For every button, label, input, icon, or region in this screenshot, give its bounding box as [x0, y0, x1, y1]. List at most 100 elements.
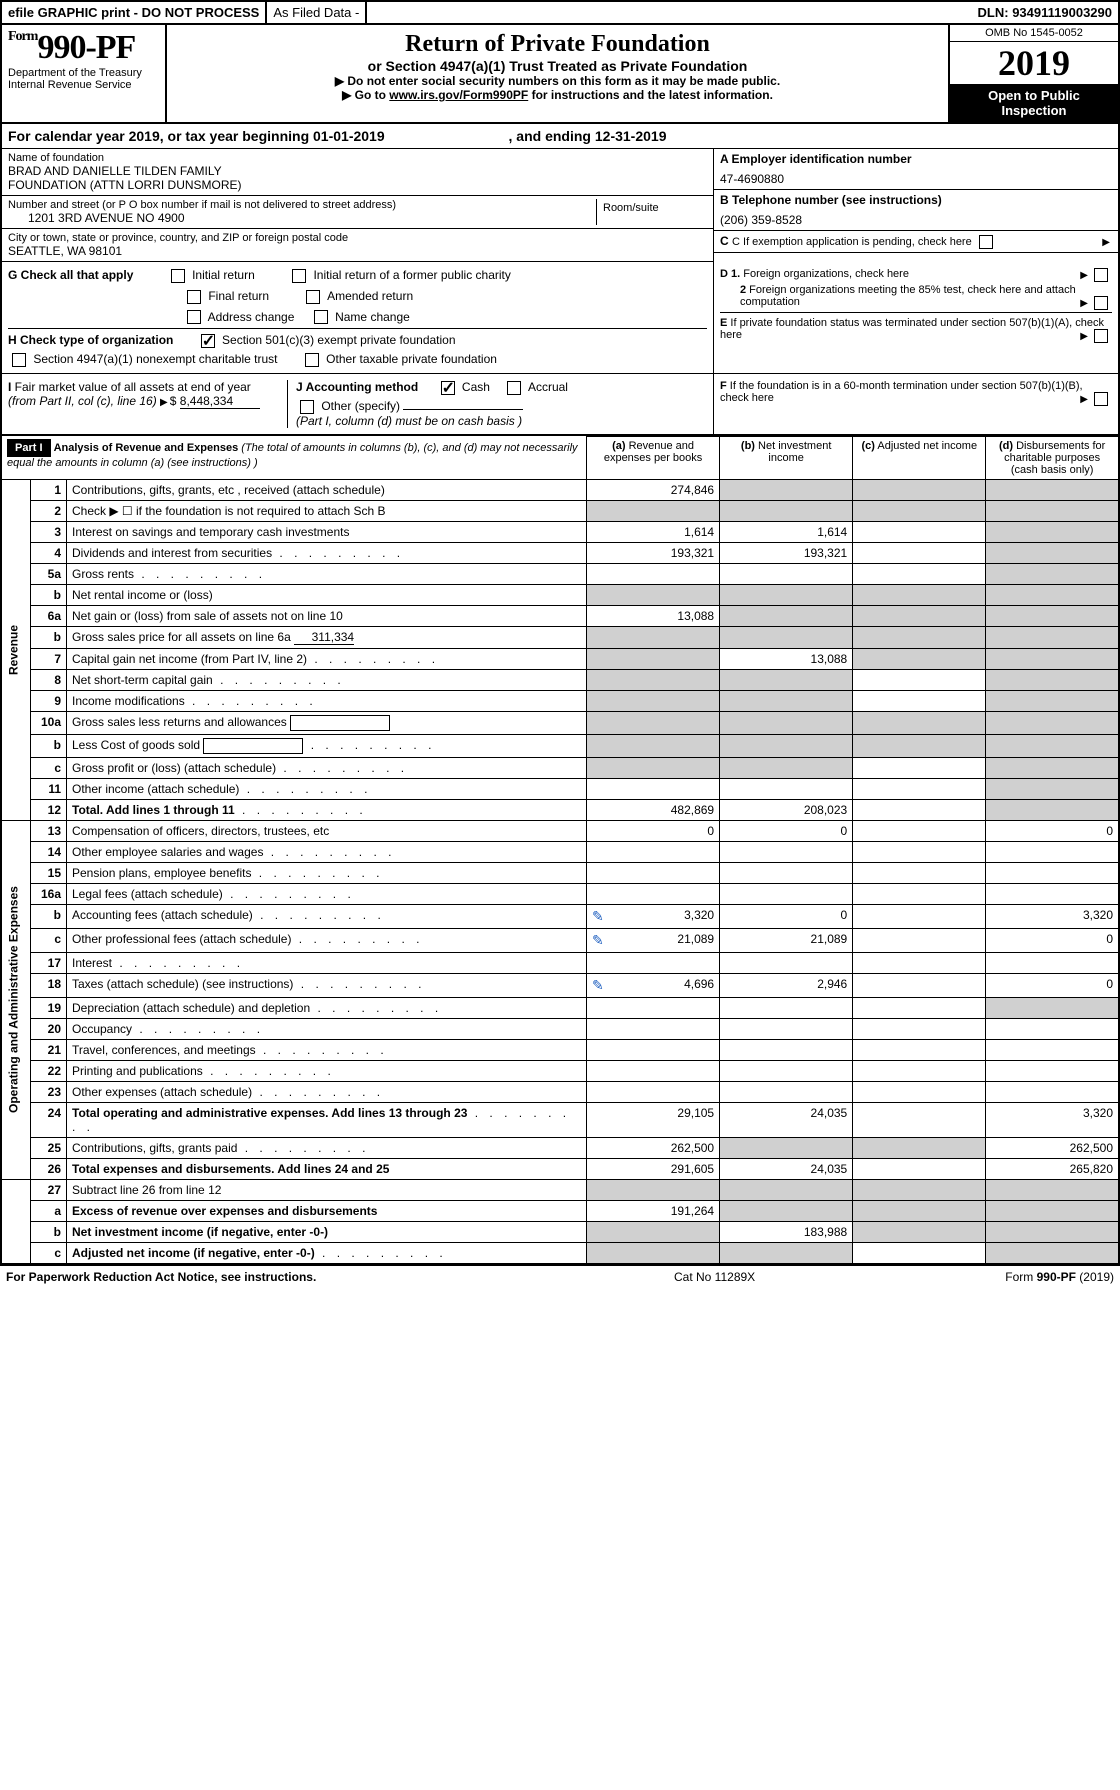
value-cell: [720, 778, 853, 799]
table-row: bNet investment income (if negative, ent…: [1, 1221, 1119, 1242]
value-cell: [986, 648, 1119, 669]
edit-icon[interactable]: [592, 977, 608, 994]
line-desc: Net investment income (if negative, ente…: [67, 1221, 587, 1242]
value-cell: [986, 883, 1119, 904]
value-cell: [986, 1018, 1119, 1039]
value-cell: [853, 584, 986, 605]
line-number: 4: [30, 542, 66, 563]
line-desc: Interest on savings and temporary cash i…: [67, 521, 587, 542]
value-cell: [587, 1242, 720, 1264]
value-cell: [853, 1179, 986, 1200]
table-row: 8Net short-term capital gain: [1, 669, 1119, 690]
irs-link[interactable]: www.irs.gov/Form990PF: [389, 88, 528, 102]
table-row: 19Depreciation (attach schedule) and dep…: [1, 997, 1119, 1018]
line-desc: Contributions, gifts, grants paid: [67, 1137, 587, 1158]
value-cell: [587, 563, 720, 584]
footer-left: For Paperwork Reduction Act Notice, see …: [6, 1270, 674, 1284]
value-cell: [720, 997, 853, 1018]
table-row: Operating and Administrative Expenses13C…: [1, 820, 1119, 841]
value-cell: [587, 626, 720, 648]
value-cell: [853, 862, 986, 883]
line-desc: Less Cost of goods sold: [67, 734, 587, 757]
value-cell: [986, 711, 1119, 734]
line-desc: Pension plans, employee benefits: [67, 862, 587, 883]
value-cell: [986, 584, 1119, 605]
line-desc: Net gain or (loss) from sale of assets n…: [67, 605, 587, 626]
year-box: OMB No 1545-0052 2019 Open to Public Ins…: [948, 25, 1118, 122]
value-cell: 13,088: [720, 648, 853, 669]
value-cell: 262,500: [587, 1137, 720, 1158]
value-cell: 1,614: [587, 521, 720, 542]
info-left: Name of foundation BRAD AND DANIELLE TIL…: [2, 149, 713, 262]
line-number: 14: [30, 841, 66, 862]
top-bar: efile GRAPHIC print - DO NOT PROCESS As …: [0, 0, 1120, 25]
info-grid: Name of foundation BRAD AND DANIELLE TIL…: [0, 149, 1120, 262]
table-row: bAccounting fees (attach schedule)3,3200…: [1, 904, 1119, 928]
edit-icon[interactable]: [592, 932, 608, 949]
value-cell: 2,946: [720, 973, 853, 997]
dln-label: DLN:: [978, 5, 1009, 20]
value-cell: 3,320: [986, 904, 1119, 928]
line-desc: Check ▶ ☐ if the foundation is not requi…: [67, 500, 587, 521]
line-number: 19: [30, 997, 66, 1018]
value-cell: [587, 648, 720, 669]
ij-left: I Fair market value of all assets at end…: [2, 374, 713, 434]
value-cell: 208,023: [720, 799, 853, 820]
line-desc: Other expenses (attach schedule): [67, 1081, 587, 1102]
value-cell: [587, 952, 720, 973]
calendar-year-row: For calendar year 2019, or tax year begi…: [0, 124, 1120, 149]
line-number: 23: [30, 1081, 66, 1102]
line-desc: Printing and publications: [67, 1060, 587, 1081]
value-cell: [986, 841, 1119, 862]
f-section: F If the foundation is in a 60-month ter…: [713, 374, 1118, 434]
value-cell: [720, 952, 853, 973]
h-section: H Check type of organization Section 501…: [8, 328, 707, 367]
part1-table: Part I Analysis of Revenue and Expenses …: [0, 436, 1120, 1265]
value-cell: 262,500: [986, 1137, 1119, 1158]
value-cell: 193,321: [720, 542, 853, 563]
value-cell: [720, 584, 853, 605]
value-cell: [853, 521, 986, 542]
value-cell: 1,614: [720, 521, 853, 542]
value-cell: [853, 997, 986, 1018]
value-cell: 183,988: [720, 1221, 853, 1242]
table-row: 27Subtract line 26 from line 12: [1, 1179, 1119, 1200]
value-cell: [720, 1137, 853, 1158]
foundation-name-cell: Name of foundation BRAD AND DANIELLE TIL…: [2, 149, 713, 196]
line-desc: Interest: [67, 952, 587, 973]
line-desc: Income modifications: [67, 690, 587, 711]
value-cell: [853, 1158, 986, 1179]
col-a-header: (a) Revenue and expenses per books: [587, 436, 720, 479]
sub-title: or Section 4947(a)(1) Trust Treated as P…: [173, 58, 942, 74]
value-cell: [853, 500, 986, 521]
value-cell: [986, 952, 1119, 973]
line-number: 13: [30, 820, 66, 841]
value-cell: [720, 1200, 853, 1221]
value-cell: [853, 883, 986, 904]
part1-label: Part I: [7, 439, 51, 457]
value-cell: [853, 563, 986, 584]
value-cell: [986, 626, 1119, 648]
value-cell: [986, 1200, 1119, 1221]
c-checkbox[interactable]: [979, 235, 993, 249]
line-number: 3: [30, 521, 66, 542]
line-desc: Gross sales price for all assets on line…: [67, 626, 587, 648]
dept-label: Department of the Treasury: [8, 67, 159, 79]
instr1: ▶ Do not enter social security numbers o…: [173, 74, 942, 88]
edit-icon[interactable]: [592, 908, 608, 925]
table-row: 10aGross sales less returns and allowanc…: [1, 711, 1119, 734]
value-cell: 21,089: [587, 928, 720, 952]
table-row: 25Contributions, gifts, grants paid262,5…: [1, 1137, 1119, 1158]
dln-value: 93491119003290: [1012, 5, 1112, 20]
line-desc: Dividends and interest from securities: [67, 542, 587, 563]
value-cell: [587, 757, 720, 778]
line-desc: Capital gain net income (from Part IV, l…: [67, 648, 587, 669]
value-cell: [986, 690, 1119, 711]
value-cell: [986, 734, 1119, 757]
value-cell: [853, 1081, 986, 1102]
line-number: c: [30, 757, 66, 778]
value-cell: 0: [986, 973, 1119, 997]
value-cell: 13,088: [587, 605, 720, 626]
table-row: bNet rental income or (loss): [1, 584, 1119, 605]
gh-row: G Check all that apply Initial return In…: [0, 262, 1120, 374]
